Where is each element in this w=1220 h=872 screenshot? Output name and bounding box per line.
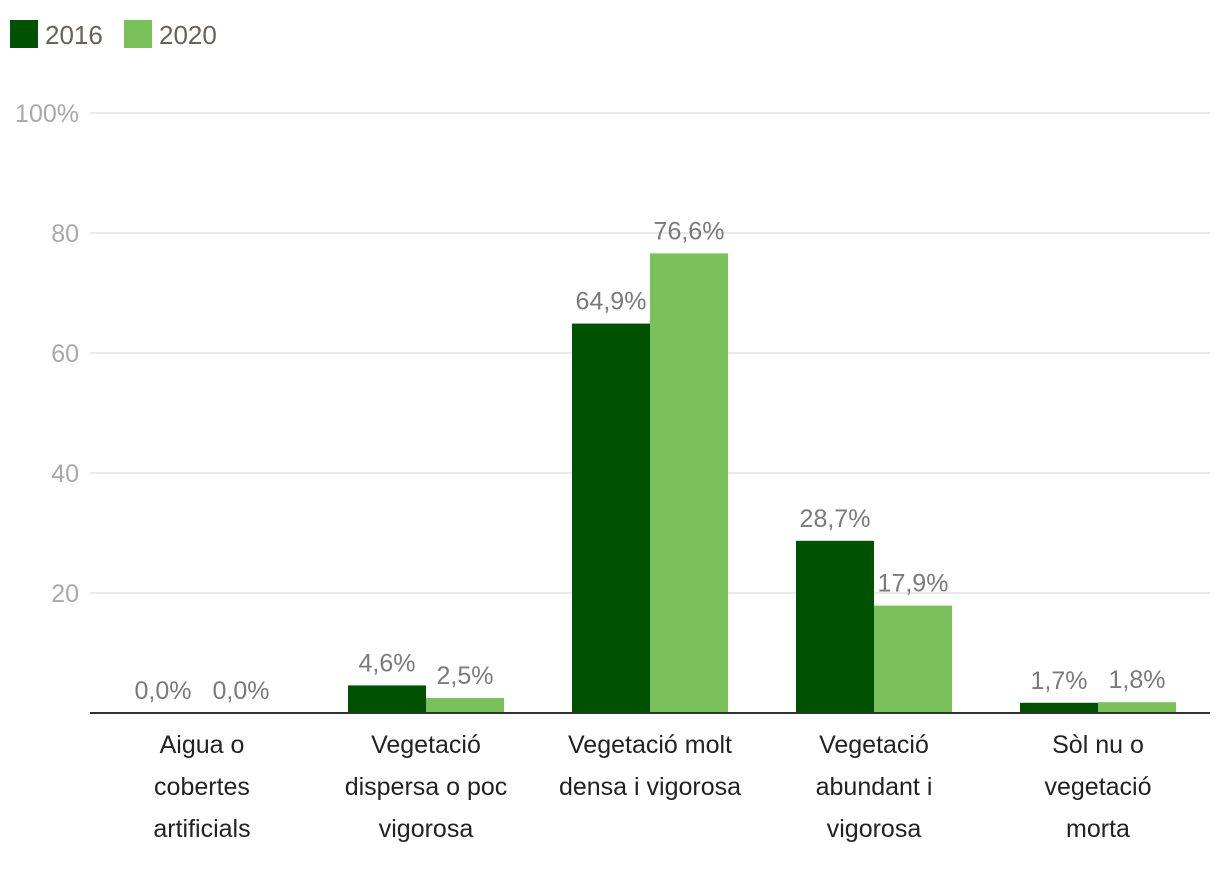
legend-swatch-2016 bbox=[10, 20, 38, 48]
data-label-2020-1: 2,5% bbox=[437, 662, 494, 690]
category-label-line: Aigua o bbox=[160, 731, 245, 759]
data-label-2016-2: 64,9% bbox=[576, 288, 647, 316]
legend-swatch-2020 bbox=[124, 20, 152, 48]
bar-2020-4 bbox=[1098, 702, 1176, 713]
bar-2016-2 bbox=[572, 323, 650, 713]
category-label-line: artificials bbox=[153, 815, 250, 843]
data-label-2020-3: 17,9% bbox=[878, 570, 949, 598]
category-label-line: vegetació bbox=[1044, 773, 1151, 801]
data-label-2020-2: 76,6% bbox=[654, 217, 725, 245]
data-labels: 0,0% 0,0% 4,6% 2,5% 64,9% 76,6% 28,7% 17,9% 1,7%… bbox=[135, 217, 1166, 705]
legend: 2016 2020 bbox=[10, 20, 217, 50]
category-label-line: vigorosa bbox=[827, 815, 922, 843]
bar-2020-1 bbox=[426, 698, 504, 713]
category-label-2: Vegetació molt densa i vigorosa bbox=[559, 731, 741, 801]
legend-label-2020: 2020 bbox=[159, 20, 217, 50]
data-label-2020-4: 1,8% bbox=[1109, 666, 1166, 694]
legend-label-2016: 2016 bbox=[45, 20, 103, 50]
y-tick-label: 80 bbox=[51, 220, 79, 248]
data-label-2016-3: 28,7% bbox=[800, 505, 871, 533]
category-label-line: Sòl nu o bbox=[1052, 731, 1144, 759]
bar-2020-2 bbox=[650, 253, 728, 713]
y-tick-label: 40 bbox=[51, 460, 79, 488]
y-tick-label: 60 bbox=[51, 340, 79, 368]
bar-2016-4 bbox=[1020, 702, 1098, 713]
category-label-line: cobertes bbox=[154, 773, 250, 801]
y-tick-label: 20 bbox=[51, 580, 79, 608]
category-label-line: Vegetació bbox=[819, 731, 929, 759]
bars bbox=[348, 253, 1176, 713]
y-tick-label: 100% bbox=[15, 100, 79, 128]
category-label-1: Vegetació dispersa o poc vigorosa bbox=[345, 731, 508, 843]
data-label-2016-4: 1,7% bbox=[1031, 667, 1088, 695]
category-label-line: dispersa o poc bbox=[345, 773, 508, 801]
bar-2020-3 bbox=[874, 605, 952, 713]
category-label-line: densa i vigorosa bbox=[559, 773, 741, 801]
category-label-line: vigorosa bbox=[379, 815, 474, 843]
bar-2016-1 bbox=[348, 685, 426, 713]
category-label-line: Vegetació bbox=[371, 731, 481, 759]
category-label-4: Sòl nu o vegetació morta bbox=[1044, 731, 1151, 843]
category-label-line: abundant i bbox=[816, 773, 933, 801]
bar-2016-3 bbox=[796, 540, 874, 713]
data-label-2020-0: 0,0% bbox=[213, 677, 270, 705]
data-label-2016-0: 0,0% bbox=[135, 677, 192, 705]
category-labels: Aigua o cobertes artificials Vegetació dispe… bbox=[153, 731, 1151, 843]
data-label-2016-1: 4,6% bbox=[359, 649, 416, 677]
category-label-3: Vegetació abundant i vigorosa bbox=[816, 731, 933, 843]
y-axis-ticks: 20 40 60 80 100% bbox=[15, 100, 79, 608]
category-label-line: morta bbox=[1066, 815, 1130, 843]
category-label-line: Vegetació molt bbox=[568, 731, 732, 759]
category-label-0: Aigua o cobertes artificials bbox=[153, 731, 250, 843]
